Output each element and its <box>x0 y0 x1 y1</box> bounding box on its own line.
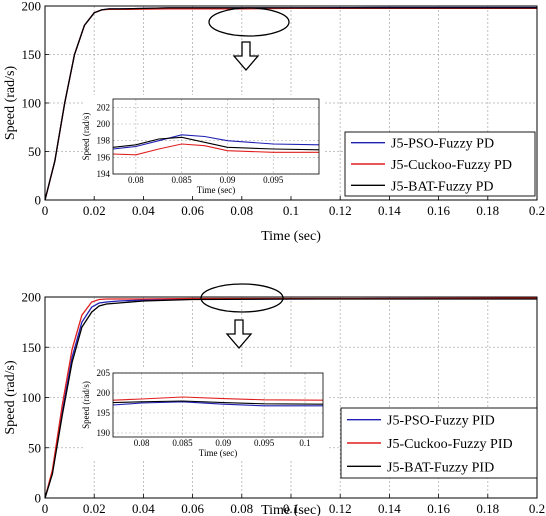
legend-label: J5-Cuckoo-Fuzzy PID <box>387 437 513 452</box>
zoom-ellipse <box>208 7 290 37</box>
x-tick-label: 0.02 <box>83 501 106 516</box>
inset-x-tick-label: 0.08 <box>134 438 150 448</box>
x-tick-label: 0.18 <box>476 501 499 516</box>
y-tick-label: 200 <box>22 0 42 14</box>
x-tick-label: 0.06 <box>181 501 204 516</box>
x-tick-label: 0.06 <box>181 203 204 218</box>
inset-frame <box>112 372 324 438</box>
x-tick-label: 0.04 <box>132 203 155 218</box>
y-tick-label: 200 <box>22 290 42 305</box>
x-tick-label: 0.16 <box>427 501 450 516</box>
x-tick-label: 0.1 <box>283 203 299 218</box>
inset-x-tick-label: 0.09 <box>215 438 231 448</box>
y-tick-label: 150 <box>22 340 42 355</box>
x-tick-label: 0.14 <box>378 501 401 516</box>
x-tick-label: 0 <box>42 203 49 218</box>
inset-frame <box>112 98 320 175</box>
y-tick-label: 150 <box>22 47 42 62</box>
x-tick-label: 0.16 <box>427 203 450 218</box>
inset-y-tick-label: 195 <box>97 408 111 418</box>
inset-series-line <box>112 401 323 407</box>
inset-series-line <box>112 134 320 150</box>
x-tick-label: 0.18 <box>476 203 499 218</box>
legend-label: J5-BAT-Fuzzy PID <box>387 460 494 475</box>
inset-x-tick-label: 0.095 <box>263 175 284 185</box>
x-tick-label: 0.12 <box>329 203 352 218</box>
inset-x-tick-label: 0.09 <box>220 175 236 185</box>
series-line <box>44 298 537 499</box>
x-axis-label: Time (sec) <box>261 503 321 516</box>
inset-x-tick-label: 0.085 <box>172 175 193 185</box>
inset-y-tick-label: 200 <box>97 388 111 398</box>
inset-y-axis-label: Speed (rad/s) <box>81 113 91 161</box>
zoom-arrow-icon <box>232 41 260 71</box>
inset-series-line <box>112 396 324 401</box>
y-tick-label: 0 <box>35 491 42 506</box>
inset-y-tick-label: 194 <box>97 169 111 179</box>
x-tick-label: 0.2 <box>529 203 545 218</box>
x-tick-label: 0.08 <box>230 501 253 516</box>
series-line <box>44 7 537 201</box>
x-tick-label: 0.1 <box>283 501 299 516</box>
x-tick-label: 0.12 <box>329 501 352 516</box>
inset-plot-area <box>113 99 319 174</box>
inset-y-tick-label: 198 <box>97 136 111 146</box>
legend-label: J5-PSO-Fuzzy PID <box>387 414 495 429</box>
legend: J5-PSO-Fuzzy PD J5-Cuckoo-Fuzzy PD J5-BAT-… <box>344 131 536 197</box>
inset-x-tick-label: 0.08 <box>128 175 144 185</box>
inset-x-tick-label: 0.085 <box>172 438 193 448</box>
legend: J5-PSO-Fuzzy PID J5-Cuckoo-Fuzzy PID J5-BA… <box>340 407 538 479</box>
x-tick-label: 0.14 <box>378 203 401 218</box>
y-axis-label: Speed (rad/s) <box>3 360 18 435</box>
y-tick-label: 0 <box>35 193 42 208</box>
x-axis-label: Time (sec) <box>261 229 321 244</box>
x-tick-label: 0 <box>42 501 49 516</box>
inset-x-tick-label: 0.1 <box>299 438 310 448</box>
inset-series-line <box>112 136 320 151</box>
inset-x-tick-label: 0.095 <box>254 438 275 448</box>
x-tick-label: 0.2 <box>529 501 545 516</box>
inset-series-line <box>112 400 324 405</box>
y-tick-label: 50 <box>28 440 41 455</box>
y-tick-label: 50 <box>28 144 41 159</box>
y-tick-label: 100 <box>22 96 42 111</box>
inset-y-tick-label: 196 <box>97 152 111 162</box>
legend-label: J5-PSO-Fuzzy PD <box>391 137 494 152</box>
axes-frame <box>44 296 538 499</box>
x-tick-label: 0.04 <box>132 501 155 516</box>
inset-y-tick-label: 202 <box>97 102 111 112</box>
inset-x-axis-label: Time (sec) <box>197 185 235 195</box>
legend-label: J5-Cuckoo-Fuzzy PD <box>391 158 512 173</box>
inset-y-axis-label: Speed (rad/s) <box>81 381 91 429</box>
axes-frame <box>44 5 538 201</box>
inset-y-tick-label: 205 <box>97 368 111 378</box>
x-tick-label: 0.08 <box>230 203 253 218</box>
zoom-arrow-icon <box>225 319 253 349</box>
legend-label: J5-BAT-Fuzzy PD <box>391 179 494 194</box>
x-tick-label: 0.02 <box>83 203 106 218</box>
inset-series-line <box>112 143 319 156</box>
y-tick-label: 100 <box>22 390 42 405</box>
chart-top: 0 0.02 0.04 0.06 0.08 0.1 0.12 0.14 0.16 0.18 0.2 0… <box>3 0 545 244</box>
inset-chart: 0.08 0.085 0.09 0.095 194 196 198 200 202 Time (s… <box>81 95 325 196</box>
inset-x-axis-label: Time (sec) <box>199 448 237 458</box>
inset-chart: 0.08 0.085 0.09 0.095 0.1 190 195 200 205 Time (s… <box>81 368 329 459</box>
inset-y-tick-label: 200 <box>97 119 111 129</box>
inset-plot-area <box>113 373 323 437</box>
zoom-ellipse <box>200 283 284 313</box>
y-axis-label: Speed (rad/s) <box>3 66 18 141</box>
chart-bottom: 0 0.02 0.04 0.06 0.08 0.1 0.12 0.14 0.16 0.18 0.2 0… <box>3 283 545 516</box>
inset-y-tick-label: 190 <box>97 428 111 438</box>
